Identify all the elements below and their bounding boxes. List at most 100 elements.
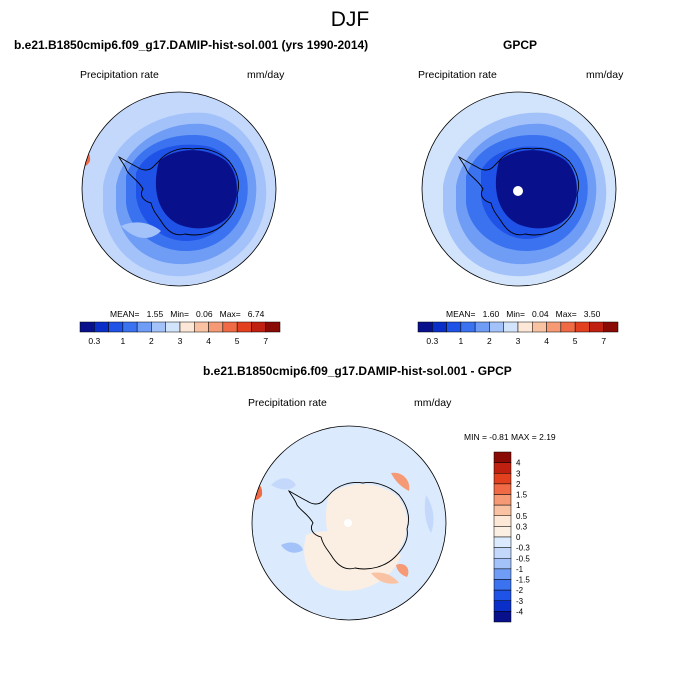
colorbar-diff-tick-label: 2 — [516, 480, 521, 489]
colorbar-diff-tick-label: -2 — [516, 586, 524, 595]
colorbar-diff-tick-label: 0.5 — [516, 512, 528, 521]
map-model — [81, 91, 277, 287]
colorbar-diff-tick-label: 0.3 — [516, 522, 528, 531]
colorbar-obs-swatch — [432, 321, 447, 333]
colorbar-diff-swatch — [493, 451, 512, 463]
colorbar-obs-swatch — [603, 321, 619, 333]
colorbar-diff-swatch — [493, 473, 512, 485]
colorbar-model-tick-label: 4 — [206, 336, 211, 346]
colorbar-diff-tick-label: -3 — [516, 597, 524, 606]
colorbar-diff-swatch — [493, 547, 512, 559]
colorbar-diff: 43 2 1.51 0.50.3 0 -0.3-0.5 -1 -1.5-2 -3-4 — [493, 451, 530, 623]
panel-obs-max-label: Max= — [555, 309, 577, 319]
colorbar-obs-swatch — [446, 321, 462, 333]
colorbar-model-swatch — [94, 321, 109, 333]
colorbar-diff-tick-label: -4 — [516, 607, 524, 616]
panel-obs-min-label: Min= — [506, 309, 525, 319]
colorbar-obs-swatch — [489, 321, 504, 333]
colorbar-obs-swatch — [503, 321, 519, 333]
colorbar-obs-tick-label: 7 — [601, 336, 606, 346]
colorbar-diff-tick-label: 0 — [516, 533, 521, 542]
panel-diff-field-label: Precipitation rate — [248, 397, 327, 409]
colorbar-model-tick-label: 2 — [149, 336, 154, 346]
colorbar-obs-tick-label: 0.3 — [426, 336, 438, 346]
panel-obs-min: 0.04 — [532, 309, 549, 319]
colorbar-diff-swatch — [493, 558, 512, 570]
map-diff — [251, 425, 447, 621]
colorbar-obs-swatch — [560, 321, 576, 333]
colorbar-diff-swatch — [493, 611, 512, 623]
colorbar-diff-swatch — [493, 483, 512, 495]
colorbar-diff-swatch — [493, 536, 512, 548]
panel-model-max-label: Max= — [219, 309, 241, 319]
panel-model-units: mm/day — [247, 69, 285, 81]
colorbar-model-swatch — [236, 321, 252, 333]
colorbar-diff-swatch — [493, 462, 512, 474]
panel-model-stats: MEAN= 1.55 Min= 0.06 Max= 6.74 — [110, 309, 264, 319]
colorbar-diff-swatch — [493, 494, 512, 506]
colorbar-obs-tick-label: 1 — [458, 336, 463, 346]
panel-obs-units: mm/day — [586, 69, 624, 81]
colorbar-obs-swatch — [460, 321, 476, 333]
panel-obs-stats: MEAN= 1.60 Min= 0.04 Max= 3.50 — [446, 309, 600, 319]
colorbar-diff-swatch — [493, 600, 512, 612]
colorbar-diff-tick-label: 3 — [516, 469, 521, 478]
colorbar-diff-swatch — [493, 568, 512, 580]
colorbar-model-tick-label: 3 — [178, 336, 183, 346]
colorbar-diff-tick-label: 4 — [516, 459, 521, 468]
colorbar-obs-tick-label: 4 — [544, 336, 549, 346]
panel-obs-mean: 1.60 — [482, 309, 500, 319]
panel-model-mean: 1.55 — [146, 309, 164, 319]
colorbar-obs: 0.3 1 2 3 4 5 7 — [417, 321, 619, 346]
panel-model-max: 6.74 — [247, 309, 265, 319]
colorbar-model-swatch — [251, 321, 266, 333]
colorbar-obs-swatch — [574, 321, 590, 333]
colorbar-diff-swatch — [493, 579, 512, 591]
colorbar-model-tick-label: 1 — [120, 336, 125, 346]
colorbar-diff-tick-label: 1 — [516, 501, 521, 510]
colorbar-diff-tick-label: -1 — [516, 565, 524, 574]
panel-obs-title: GPCP — [503, 38, 538, 52]
panel-diff-stats: MIN = -0.81 MAX = 2.19 — [464, 432, 556, 442]
colorbar-model-swatch — [151, 321, 166, 333]
colorbar-model-swatch — [165, 321, 181, 333]
panel-diff-title: b.e21.B1850cmip6.f09_g17.DAMIP-hist-sol.… — [203, 364, 512, 378]
colorbar-diff-swatch — [493, 515, 512, 527]
colorbar-obs-swatch — [474, 321, 490, 333]
panel-model-title: b.e21.B1850cmip6.f09_g17.DAMIP-hist-sol.… — [14, 38, 369, 52]
colorbar-obs-swatch — [517, 321, 533, 333]
panel-model-min-label: Min= — [170, 309, 189, 319]
colorbar-obs-swatch — [546, 321, 562, 333]
colorbar-model-swatch — [108, 321, 124, 333]
colorbar-diff-tick-label: 1.5 — [516, 491, 528, 500]
panel-obs-max: 3.50 — [583, 309, 601, 319]
colorbar-diff-tick-label: -0.5 — [516, 554, 530, 563]
colorbar-diff-tick-label: -0.3 — [516, 544, 530, 553]
panel-model-mean-label: MEAN= — [110, 309, 140, 319]
colorbar-model-swatch — [194, 321, 209, 333]
colorbar-model-tick-label: 0.3 — [88, 336, 100, 346]
colorbar-model-swatch — [208, 321, 224, 333]
panel-model-min: 0.06 — [196, 309, 213, 319]
colorbar-obs-tick-label: 2 — [487, 336, 492, 346]
panel-obs-field-label: Precipitation rate — [418, 69, 497, 81]
colorbar-model-tick-label: 7 — [263, 336, 268, 346]
figure-title: DJF — [330, 8, 370, 31]
colorbar-diff-swatch — [493, 504, 512, 516]
colorbar-diff-swatch — [493, 589, 512, 601]
colorbar-model: 0.3 1 2 3 4 5 7 — [79, 321, 281, 346]
colorbar-obs-swatch — [589, 321, 604, 333]
colorbar-diff-tick-label: -1.5 — [516, 576, 530, 585]
colorbar-model-swatch — [79, 321, 95, 333]
colorbar-model-swatch — [222, 321, 238, 333]
panel-obs-mean-label: MEAN= — [446, 309, 476, 319]
colorbar-model-tick-label: 5 — [235, 336, 240, 346]
colorbar-diff-swatch — [493, 526, 512, 538]
colorbar-model-swatch — [179, 321, 195, 333]
colorbar-obs-swatch — [417, 321, 433, 333]
colorbar-obs-tick-label: 5 — [573, 336, 578, 346]
panel-diff-units: mm/day — [414, 397, 452, 409]
panel-model-field-label: Precipitation rate — [80, 69, 159, 81]
colorbar-model-swatch — [136, 321, 152, 333]
map-obs — [421, 91, 617, 287]
